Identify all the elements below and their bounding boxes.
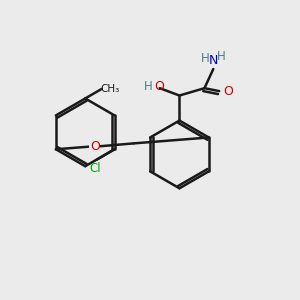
Text: O: O xyxy=(224,85,233,98)
Text: H: H xyxy=(201,52,209,64)
Text: O: O xyxy=(154,80,164,93)
Text: H: H xyxy=(217,50,226,63)
Text: N: N xyxy=(208,54,218,67)
Text: CH₃: CH₃ xyxy=(100,84,119,94)
Text: O: O xyxy=(90,140,100,153)
Text: Cl: Cl xyxy=(90,162,101,175)
Text: H: H xyxy=(144,80,153,93)
